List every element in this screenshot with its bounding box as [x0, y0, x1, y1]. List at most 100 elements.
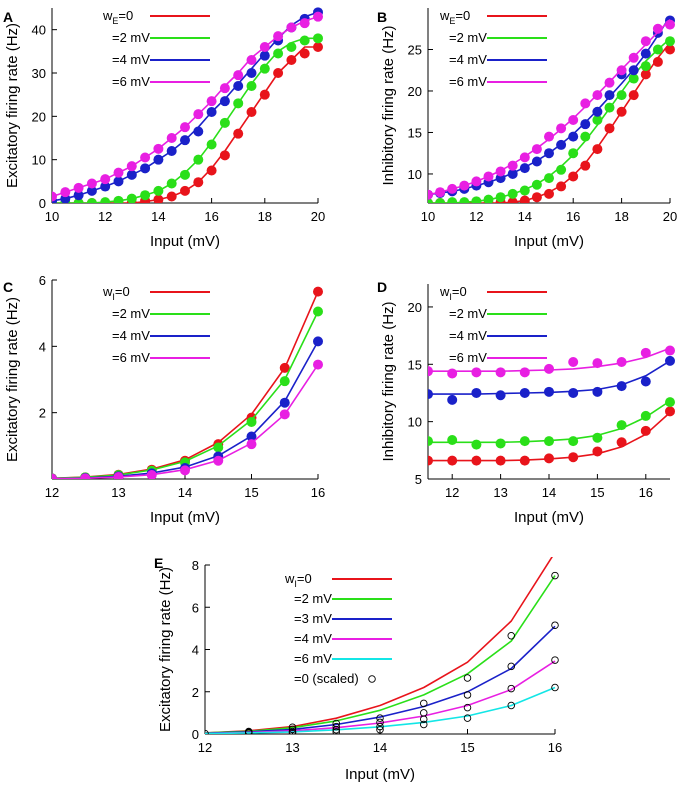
data-point — [628, 65, 639, 76]
scaled-point — [245, 729, 253, 734]
y-tick-label: 20 — [408, 84, 422, 99]
data-point — [100, 174, 111, 185]
data-point — [428, 436, 433, 447]
x-tick-label: 15 — [244, 485, 258, 500]
data-point — [206, 139, 217, 150]
data-point — [313, 306, 323, 317]
x-tick-label: 16 — [548, 740, 562, 755]
scaled-point — [376, 718, 384, 727]
data-point — [665, 345, 675, 356]
y-tick-label: 4 — [39, 339, 46, 354]
data-point — [471, 455, 482, 466]
panel-letter: A — [3, 9, 13, 25]
x-axis-title: Input (mV) — [514, 509, 584, 526]
scaled-point — [551, 656, 559, 664]
scaled-point — [288, 723, 297, 731]
data-point — [447, 394, 458, 405]
y-tick-label: 6 — [39, 273, 46, 288]
data-point — [435, 187, 446, 198]
data-point — [568, 387, 579, 398]
data-point — [519, 387, 530, 398]
x-tick-label: 20 — [311, 209, 325, 224]
data-point — [113, 472, 124, 479]
data-point — [640, 425, 651, 436]
legend-label: =4 mV — [294, 631, 332, 646]
y-axis-title: Inhibitory firing rate (Hz) — [380, 301, 397, 461]
data-point — [495, 390, 506, 401]
data-point — [519, 163, 530, 174]
data-point — [259, 50, 270, 61]
data-point — [568, 357, 579, 367]
data-point — [592, 358, 603, 369]
data-point — [556, 139, 567, 150]
x-tick-label: 14 — [542, 485, 556, 500]
data-point — [246, 439, 257, 450]
data-point — [616, 420, 627, 431]
series-line — [205, 575, 556, 734]
data-point — [213, 455, 224, 466]
legend-label: =6 mV — [294, 651, 332, 666]
data-point — [313, 286, 323, 297]
y-axis-title: Excitatory firing rate (Hz) — [4, 23, 21, 188]
data-point — [592, 106, 603, 117]
plot-area — [428, 15, 675, 203]
data-point — [166, 146, 177, 156]
legend-label: =2 mV — [294, 591, 332, 606]
data-point — [628, 52, 639, 63]
data-point — [592, 90, 603, 101]
data-point — [531, 192, 542, 203]
data-point — [180, 185, 190, 196]
data-point — [471, 196, 482, 203]
scaled-point — [288, 728, 297, 734]
data-point — [665, 355, 675, 366]
data-point — [313, 336, 323, 347]
x-tick-label: 18 — [614, 209, 628, 224]
data-point — [544, 386, 554, 397]
x-tick-label: 20 — [663, 209, 677, 224]
x-tick-label: 12 — [98, 209, 112, 224]
data-point — [592, 446, 603, 457]
data-point — [531, 156, 542, 167]
data-point — [246, 55, 257, 65]
x-tick-label: 12 — [445, 485, 459, 500]
data-point — [246, 416, 257, 427]
y-tick-label: 5 — [415, 472, 422, 487]
data-point — [568, 131, 579, 142]
x-tick-label: 16 — [639, 485, 653, 500]
panel-letter: D — [377, 279, 387, 295]
data-point — [126, 161, 137, 172]
data-point — [544, 363, 554, 374]
data-point — [166, 178, 177, 189]
legend-label: =4 mV — [112, 52, 150, 67]
legend-label: wE=0 — [439, 8, 470, 26]
y-tick-label: 15 — [408, 357, 422, 372]
data-point — [459, 180, 470, 191]
scaled-point — [420, 699, 428, 708]
data-point — [507, 188, 518, 199]
x-axis-title: Input (mV) — [345, 766, 415, 783]
data-point — [126, 193, 137, 203]
data-point — [279, 397, 290, 408]
legend-label: =6 mV — [112, 74, 150, 89]
y-tick-label: 40 — [32, 23, 46, 38]
data-point — [592, 144, 603, 155]
data-point — [435, 198, 446, 203]
data-point — [580, 98, 591, 109]
data-point — [604, 77, 615, 88]
data-point — [246, 68, 257, 78]
data-point — [652, 23, 663, 34]
data-point — [279, 362, 290, 373]
y-tick-label: 0 — [39, 196, 46, 211]
legend-label: =2 mV — [112, 306, 150, 321]
data-point — [313, 359, 323, 370]
data-point — [544, 131, 554, 142]
data-point — [447, 455, 458, 466]
data-point — [113, 195, 124, 203]
data-point — [180, 169, 190, 180]
data-point — [219, 83, 230, 94]
x-tick-label: 13 — [285, 740, 299, 755]
legend-label: wE=0 — [102, 8, 133, 26]
data-point — [483, 171, 494, 182]
data-point — [100, 197, 111, 203]
data-point — [126, 169, 137, 180]
